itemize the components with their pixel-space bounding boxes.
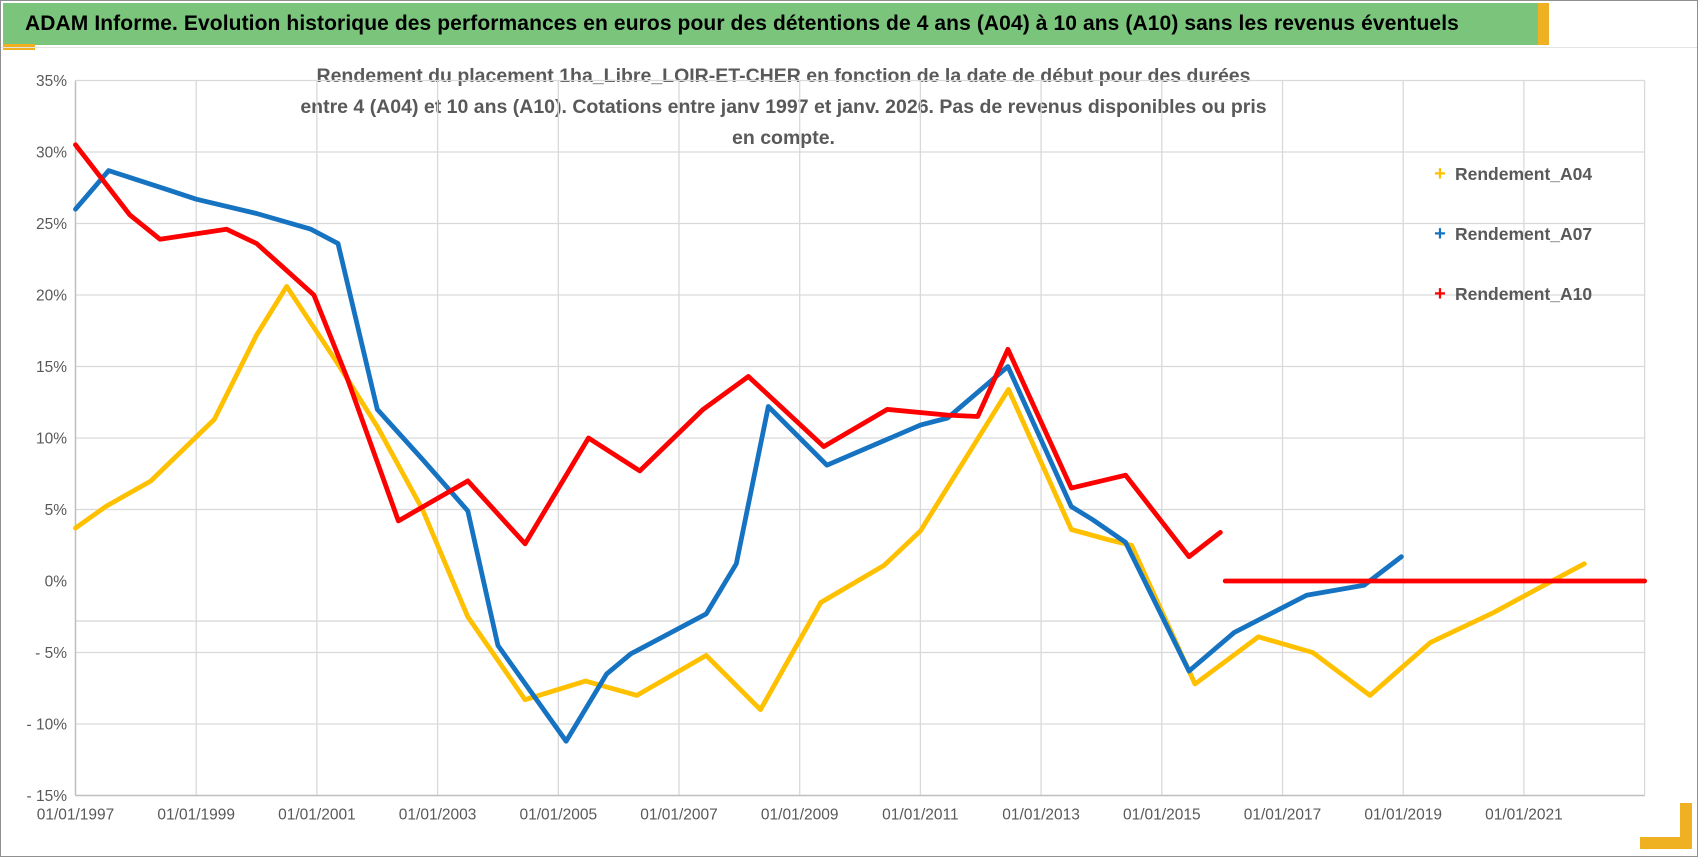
x-tick-label-2001: 01/01/2001 [278, 807, 356, 824]
x-tick-label-1999: 01/01/1999 [157, 807, 235, 824]
header-divider [1, 47, 1697, 48]
y-tick-label-0: 0% [45, 574, 68, 591]
series-line-a04[interactable] [73, 283, 1587, 713]
legend-label: Rendement_A10 [1455, 283, 1593, 304]
chart-title-line2: entre 4 (A04) et 10 ans (A10). Cotations… [300, 96, 1267, 149]
y-tick-label--10: - 10% [27, 717, 68, 734]
chart-legend: + Rendement_A04 + Rendement_A07 + Rendement_A… [1429, 144, 1592, 324]
y-tick-label-25: 25% [36, 216, 67, 233]
y-tick-label--5: - 5% [35, 645, 67, 662]
legend-marker-plus-icon: + [1434, 222, 1446, 245]
legend-item-Rendement_A04[interactable]: + Rendement_A04 [1429, 144, 1592, 204]
chart-title-line1: Rendement du placement 1ha_Libre_LOIR-ET… [316, 65, 1251, 87]
x-tick-label-1997: 01/01/1997 [37, 807, 115, 824]
x-tick-label-2013: 01/01/2013 [1002, 807, 1080, 824]
y-tick-label-10: 10% [36, 431, 67, 448]
banner-title: ADAM Informe. Evolution historique des p… [25, 12, 1459, 35]
y-tick-label-20: 20% [36, 288, 67, 305]
legend-item-Rendement_A10[interactable]: + Rendement_A10 [1429, 264, 1592, 324]
series-line-a07[interactable] [73, 168, 1404, 744]
gold-selection-corner [1640, 803, 1692, 849]
x-tick-label-2021: 01/01/2021 [1485, 807, 1563, 824]
series-line-a10[interactable] [73, 142, 1223, 560]
x-tick-label-2015: 01/01/2015 [1123, 807, 1201, 824]
y-tick-label--15: - 15% [27, 788, 68, 805]
gold-selection-bar [1538, 3, 1549, 45]
y-tick-label-30: 30% [36, 145, 67, 162]
banner: ADAM Informe. Evolution historique des p… [3, 3, 1538, 45]
legend-label: Rendement_A04 [1455, 163, 1593, 184]
x-tick-label-2011: 01/01/2011 [882, 807, 958, 824]
x-tick-label-2007: 01/01/2007 [640, 807, 718, 824]
legend-item-Rendement_A07[interactable]: + Rendement_A07 [1429, 204, 1592, 264]
x-tick-label-2005: 01/01/2005 [520, 807, 598, 824]
y-tick-label-35: 35% [36, 73, 67, 90]
legend-marker-plus-icon: + [1434, 162, 1446, 185]
chart-title: Rendement du placement 1ha_Libre_LOIR-ET… [296, 61, 1271, 154]
x-tick-label-2003: 01/01/2003 [399, 807, 477, 824]
x-tick-label-2019: 01/01/2019 [1364, 807, 1442, 824]
x-tick-label-2009: 01/01/2009 [761, 807, 839, 824]
y-tick-label-15: 15% [36, 359, 67, 376]
legend-label: Rendement_A07 [1455, 223, 1593, 244]
y-tick-label-5: 5% [45, 502, 68, 519]
x-tick-label-2017: 01/01/2017 [1244, 807, 1322, 824]
legend-marker-plus-icon: + [1434, 282, 1446, 305]
